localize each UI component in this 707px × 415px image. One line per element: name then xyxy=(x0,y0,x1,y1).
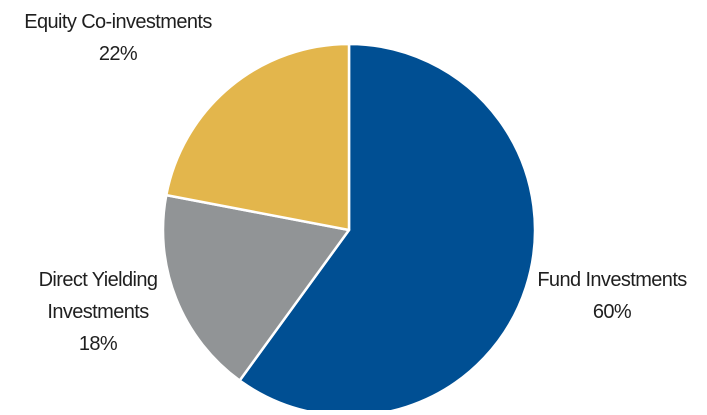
slice-label-text: Fund Investments xyxy=(537,269,687,291)
slice-label-text: Equity Co-investments xyxy=(24,11,212,33)
slice-value-label: 60% xyxy=(593,301,632,323)
pie-labels: Fund Investments 60% Direct Yielding Invest… xyxy=(24,11,688,355)
slice-value-label: 18% xyxy=(79,333,118,355)
pie-slice-fund-investments xyxy=(238,42,537,415)
slice-label-direct-yielding-investments: Direct Yielding Investments 18% xyxy=(39,269,158,355)
pie-slice-direct-yielding-investments xyxy=(161,193,351,382)
slice-label-equity-co-investments: Equity Co-investments 22% xyxy=(24,11,213,65)
slice-value-label: 22% xyxy=(99,43,138,65)
slice-label-text: Direct Yielding xyxy=(39,269,158,291)
slice-label-fund-investments: Fund Investments 60% xyxy=(537,269,688,323)
pie-slices xyxy=(161,42,537,415)
pie-slice-equity-co-investments xyxy=(165,42,351,232)
slice-label-text: Investments xyxy=(47,301,149,323)
